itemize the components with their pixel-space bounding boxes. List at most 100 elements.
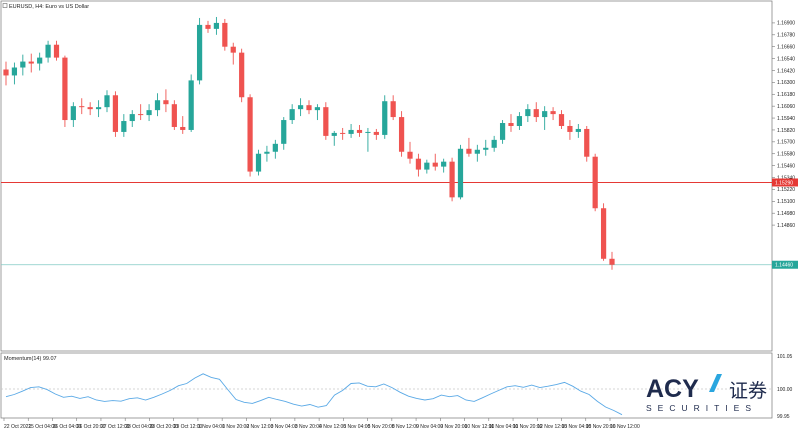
bull-candle xyxy=(297,105,304,110)
bull-candle xyxy=(542,111,548,118)
time-tick-label: 9 Nov 04:00 xyxy=(416,424,443,430)
bear-candle xyxy=(567,125,573,132)
support-price-badge xyxy=(772,178,798,187)
bear-candle xyxy=(508,123,514,126)
time-tick-label: 3 Nov 20:00 xyxy=(295,424,322,430)
bull-candle xyxy=(516,116,523,126)
bull-candle xyxy=(11,67,18,76)
bear-candle xyxy=(407,151,413,159)
momentum-axis: 101.05 100.00 99.95 xyxy=(777,354,793,420)
bull-candle xyxy=(146,110,152,116)
price-tick-label: 1.15940 xyxy=(777,116,795,122)
bull-candle xyxy=(70,106,76,121)
bull-candle xyxy=(129,114,135,122)
bear-candle xyxy=(373,131,379,135)
price-tick-label: 1.16540 xyxy=(777,56,795,62)
price-tick-label: 1.15220 xyxy=(777,187,795,193)
bull-candle xyxy=(365,131,371,133)
candlestick-series xyxy=(3,16,615,270)
time-tick-label: 15 Nov 04:00 xyxy=(562,424,592,430)
bull-candle xyxy=(264,151,270,154)
bear-candle xyxy=(62,57,68,121)
bear-candle xyxy=(340,132,346,134)
main-chart-frame xyxy=(0,0,773,352)
price-tick-label: 1.16660 xyxy=(777,45,795,51)
time-tick-label: 25 Oct 04:00 xyxy=(28,424,57,430)
bear-candle xyxy=(53,44,60,58)
bear-candle xyxy=(323,107,329,136)
bear-candle xyxy=(222,22,228,47)
bear-candle xyxy=(449,161,455,198)
bear-candle xyxy=(230,46,236,53)
price-tick-label: 1.14980 xyxy=(777,211,795,217)
bear-candle xyxy=(306,105,312,111)
time-tick-label: 1 Nov 20:00 xyxy=(222,424,249,430)
bull-candle xyxy=(281,120,287,144)
window-title: EURUSD, H4: Euro vs US Dollar xyxy=(2,3,89,10)
bear-candle xyxy=(533,109,539,118)
time-tick-label: 4 Nov 12:00 xyxy=(319,424,346,430)
chart-title: EURUSD, H4: Euro vs US Dollar xyxy=(9,4,89,10)
bull-candle xyxy=(331,132,337,136)
price-tick-label: 1.16180 xyxy=(777,92,795,98)
price-tick-label: 1.15340 xyxy=(777,175,795,181)
time-tick-label: 2 Nov 12:00 xyxy=(246,424,273,430)
bull-candle xyxy=(188,80,194,130)
bull-candle xyxy=(382,101,388,135)
bull-candle xyxy=(491,139,497,148)
time-tick-label: 3 Nov 04:00 xyxy=(271,424,298,430)
time-tick-label: 22 Oct 2021 xyxy=(4,424,31,430)
bull-candle xyxy=(20,61,26,68)
bull-candle xyxy=(424,162,430,170)
time-tick-label: 11 Nov 04:00 xyxy=(489,424,519,430)
price-tick-label: 1.15820 xyxy=(777,128,795,134)
time-tick-label: 11 Nov 20:00 xyxy=(513,424,543,430)
bear-candle xyxy=(550,111,556,115)
price-tick-label: 1.15100 xyxy=(777,199,795,205)
bear-candle xyxy=(87,107,93,110)
symbol-icon xyxy=(2,3,8,8)
acy-logo: ACY 证券 SECURITIES xyxy=(646,374,767,413)
momentum-series xyxy=(1,373,772,416)
bull-candle xyxy=(154,100,161,111)
time-tick-label: 26 Oct 20:00 xyxy=(77,424,106,430)
bull-candle xyxy=(474,149,480,154)
bear-candle xyxy=(163,100,169,105)
bear-candle xyxy=(180,126,186,130)
bull-candle xyxy=(37,57,43,64)
bear-candle xyxy=(592,156,598,209)
bull-candle xyxy=(255,153,262,172)
bull-candle xyxy=(499,123,506,140)
bear-candle xyxy=(609,258,615,265)
price-axis: 1.16900 1.16780 1.16660 1.16540 1.16420 1.163… xyxy=(772,21,798,269)
bear-candle xyxy=(390,101,396,118)
time-tick-label: 27 Oct 12:00 xyxy=(101,424,130,430)
support-price-label: 1.15290 xyxy=(775,180,793,186)
bear-candle xyxy=(466,148,472,154)
logo-chinese: 证券 xyxy=(729,380,767,402)
bear-candle xyxy=(79,106,85,108)
bull-candle xyxy=(483,147,489,150)
bear-candle xyxy=(171,104,177,127)
momentum-tick-label: 99.95 xyxy=(777,414,790,420)
price-tick-label: 1.16780 xyxy=(777,33,795,39)
bull-candle xyxy=(104,95,110,108)
time-tick-label: 16 Nov 12:00 xyxy=(610,424,640,430)
bear-candle xyxy=(356,129,363,133)
bear-candle xyxy=(584,128,590,157)
price-tick-label: 1.15700 xyxy=(777,140,795,146)
momentum-tick-label: 100.00 xyxy=(777,387,793,393)
bull-candle xyxy=(196,24,203,81)
price-tick-label: 1.15460 xyxy=(777,163,795,169)
time-tick-label: 12 Nov 12:00 xyxy=(537,424,567,430)
bear-candle xyxy=(415,158,422,170)
bid-price-badge xyxy=(772,260,798,269)
bear-candle xyxy=(112,95,119,132)
price-tick-label: 1.16060 xyxy=(777,104,795,110)
bull-candle xyxy=(441,161,447,167)
bear-candle xyxy=(558,114,565,126)
bull-candle xyxy=(457,148,464,198)
time-tick-label: 28 Oct 20:00 xyxy=(149,424,178,430)
momentum-line xyxy=(5,373,623,416)
